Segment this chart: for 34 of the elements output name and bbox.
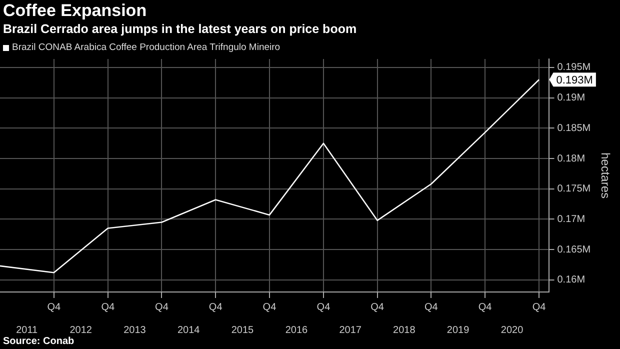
legend-label: Brazil CONAB Arabica Coffee Production Area Trifngulo Mineiro bbox=[12, 42, 280, 53]
x2-tick-label: 2012 bbox=[70, 324, 92, 336]
x2-tick-label: 2019 bbox=[446, 324, 470, 336]
x-tick-label: Q4 bbox=[370, 302, 384, 313]
y-tick-label: 0.19M bbox=[557, 92, 586, 104]
y-tick-label: 0.16M bbox=[557, 274, 586, 286]
y-tick-label: 0.195M bbox=[557, 62, 591, 74]
x2-tick-label: 2015 bbox=[231, 324, 254, 336]
x2-tick-label: 2013 bbox=[124, 324, 146, 336]
data-label: 0.193M bbox=[556, 74, 593, 87]
x2-tick-label: 2011 bbox=[16, 324, 38, 336]
x2-tick-label: 2016 bbox=[285, 324, 308, 336]
x2-tick-label: 2014 bbox=[177, 324, 200, 336]
x-tick-label: Q4 bbox=[47, 302, 61, 313]
source-note: Source: Conab bbox=[3, 336, 74, 347]
x2-tick-label: 2018 bbox=[393, 324, 416, 336]
y-tick-label: 0.165M bbox=[557, 244, 591, 256]
y-tick-label: 0.175M bbox=[557, 184, 591, 195]
chart-subtitle: Brazil Cerrado area jumps in the latest years on price boom bbox=[3, 22, 357, 36]
x-tick-label: Q4 bbox=[262, 302, 277, 313]
x2-tick-label: 2020 bbox=[500, 324, 524, 336]
x-tick-label: Q4 bbox=[101, 302, 115, 313]
x-tick-label: Q4 bbox=[478, 302, 492, 313]
y-axis-title: hectares bbox=[598, 152, 612, 199]
y-tick-label: 0.17M bbox=[557, 214, 586, 225]
x-tick-label: Q4 bbox=[424, 302, 438, 313]
y-tick-label: 0.185M bbox=[557, 122, 591, 134]
x-tick-label: Q4 bbox=[532, 302, 546, 313]
x2-tick-label: 2017 bbox=[339, 324, 362, 336]
x-tick-label: Q4 bbox=[316, 302, 331, 313]
x-tick-label: Q4 bbox=[155, 302, 169, 313]
chart-title: Coffee Expansion bbox=[3, 1, 147, 21]
x-tick-label: Q4 bbox=[208, 302, 223, 313]
y-tick-label: 0.18M bbox=[557, 153, 586, 164]
